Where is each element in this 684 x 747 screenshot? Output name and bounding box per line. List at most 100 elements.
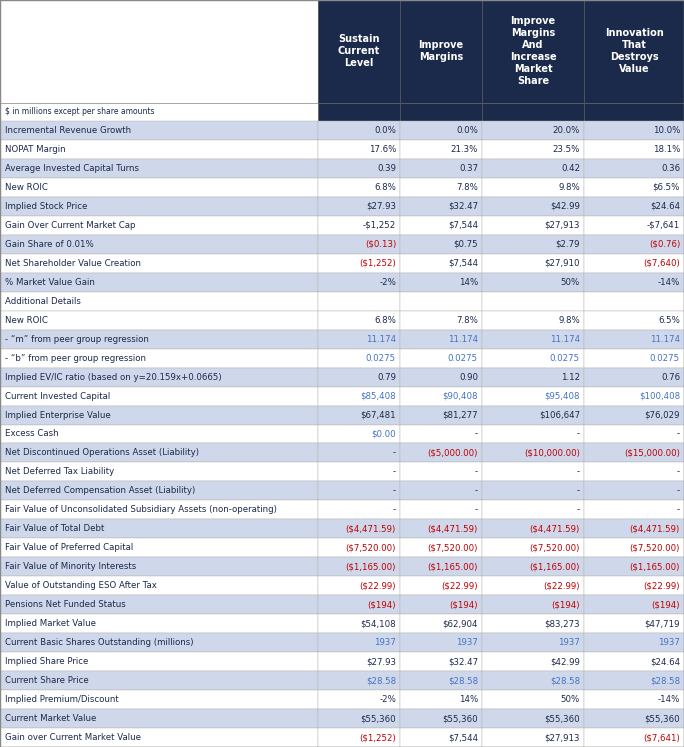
Bar	[0, 424, 318, 444]
Bar	[584, 462, 684, 481]
Bar	[482, 103, 584, 121]
Text: NOPAT Margin: NOPAT Margin	[5, 145, 66, 154]
Bar	[584, 690, 684, 709]
Bar	[482, 121, 584, 140]
Bar	[400, 329, 482, 349]
Bar	[318, 671, 400, 690]
Bar	[400, 633, 482, 652]
Text: ($7,520.00): ($7,520.00)	[529, 543, 580, 552]
Text: ($4,471.59): ($4,471.59)	[529, 524, 580, 533]
Bar	[584, 329, 684, 349]
Text: -$1,252: -$1,252	[363, 221, 396, 230]
Bar	[0, 159, 318, 178]
Bar	[318, 311, 400, 329]
Bar	[0, 197, 318, 216]
Bar	[318, 197, 400, 216]
Text: 50%: 50%	[561, 278, 580, 287]
Bar	[400, 103, 482, 121]
Bar	[482, 349, 584, 368]
Text: % Market Value Gain: % Market Value Gain	[5, 278, 95, 287]
Bar	[482, 709, 584, 728]
Bar	[0, 652, 318, 671]
Text: 6.8%: 6.8%	[374, 316, 396, 325]
Bar	[482, 557, 584, 576]
Bar	[584, 557, 684, 576]
Text: Implied Share Price: Implied Share Price	[5, 657, 88, 666]
Bar	[0, 633, 318, 652]
Text: 0.76: 0.76	[661, 373, 680, 382]
Text: Fair Value of Total Debt: Fair Value of Total Debt	[5, 524, 105, 533]
Text: 0.0275: 0.0275	[650, 353, 680, 362]
Bar	[318, 406, 400, 424]
Text: ($194): ($194)	[551, 601, 580, 610]
Bar	[482, 652, 584, 671]
Text: -: -	[475, 468, 478, 477]
Text: Implied Stock Price: Implied Stock Price	[5, 202, 88, 211]
Bar	[400, 349, 482, 368]
Bar	[584, 519, 684, 539]
Text: -2%: -2%	[379, 695, 396, 704]
Bar	[318, 121, 400, 140]
Text: $27.93: $27.93	[366, 657, 396, 666]
Bar	[482, 519, 584, 539]
Text: ($1,165.00): ($1,165.00)	[345, 562, 396, 571]
Text: ($22.99): ($22.99)	[544, 581, 580, 590]
Bar	[318, 481, 400, 500]
Bar	[482, 500, 584, 519]
Bar	[318, 539, 400, 557]
Text: $55,360: $55,360	[443, 714, 478, 723]
Text: $32.47: $32.47	[448, 657, 478, 666]
Text: 10.0%: 10.0%	[653, 126, 680, 135]
Text: ($4,471.59): ($4,471.59)	[345, 524, 396, 533]
Bar	[0, 614, 318, 633]
Text: 0.0275: 0.0275	[550, 353, 580, 362]
Bar	[482, 444, 584, 462]
Text: ($4,471.59): ($4,471.59)	[428, 524, 478, 533]
Bar	[584, 728, 684, 747]
Bar	[318, 349, 400, 368]
Text: $7,544: $7,544	[448, 258, 478, 267]
Text: Improve
Margins
And
Increase
Market
Share: Improve Margins And Increase Market Shar…	[510, 16, 556, 87]
Text: ($194): ($194)	[449, 601, 478, 610]
Bar	[584, 387, 684, 406]
Bar	[584, 633, 684, 652]
Text: ($7,520.00): ($7,520.00)	[630, 543, 680, 552]
Text: Innovation
That
Destroys
Value: Innovation That Destroys Value	[605, 28, 663, 75]
Bar	[0, 349, 318, 368]
Bar	[400, 311, 482, 329]
Bar	[0, 178, 318, 197]
Bar	[318, 329, 400, 349]
Text: $28.58: $28.58	[550, 676, 580, 685]
Bar	[482, 424, 584, 444]
Bar	[0, 728, 318, 747]
Text: -14%: -14%	[657, 695, 680, 704]
Text: $2.79: $2.79	[555, 240, 580, 249]
Text: 7.8%: 7.8%	[456, 316, 478, 325]
Bar	[482, 576, 584, 595]
Bar	[482, 140, 584, 159]
Bar	[584, 709, 684, 728]
Text: $0.00: $0.00	[371, 430, 396, 438]
Bar	[482, 595, 584, 614]
Text: 0.0%: 0.0%	[456, 126, 478, 135]
Text: 9.8%: 9.8%	[558, 183, 580, 192]
Text: $81,277: $81,277	[443, 411, 478, 420]
Bar	[0, 671, 318, 690]
Bar	[400, 216, 482, 235]
Text: 11.174: 11.174	[366, 335, 396, 344]
Text: 1937: 1937	[374, 638, 396, 647]
Bar	[584, 576, 684, 595]
Text: $83,273: $83,273	[544, 619, 580, 628]
Bar	[400, 614, 482, 633]
Text: 1937: 1937	[658, 638, 680, 647]
Text: 1937: 1937	[456, 638, 478, 647]
Text: $24.64: $24.64	[650, 657, 680, 666]
Text: -: -	[393, 448, 396, 457]
Bar	[400, 197, 482, 216]
Bar	[482, 728, 584, 747]
Bar	[482, 614, 584, 633]
Text: $62,904: $62,904	[443, 619, 478, 628]
Text: 20.0%: 20.0%	[553, 126, 580, 135]
Text: $7,544: $7,544	[448, 221, 478, 230]
Bar	[318, 235, 400, 254]
